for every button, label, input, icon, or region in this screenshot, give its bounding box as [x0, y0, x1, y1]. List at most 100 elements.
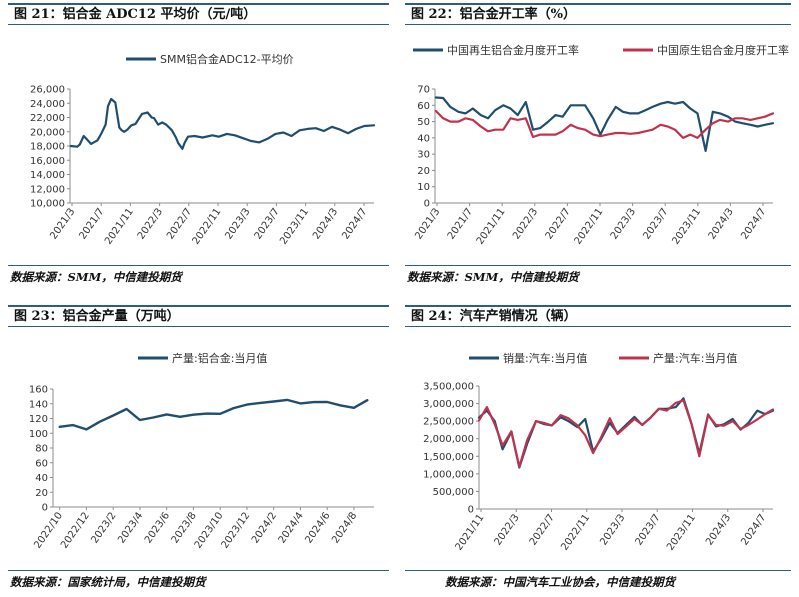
legend-label: 中国再生铝合金月度开工率 [447, 43, 579, 57]
y-tick-label: 60 [35, 458, 48, 469]
x-tick-label: 2023/11 [665, 512, 698, 552]
legend-label: 产量:汽车:当月值 [653, 351, 737, 365]
panel-header: 图 22：铝合金开工率（%） [405, 3, 791, 25]
x-tick-label: 2022/7 [544, 206, 573, 241]
y-tick-label: 80 [35, 444, 48, 455]
x-tick-label: 2024/7 [739, 512, 768, 547]
operating-rate-chart: 0 10 20 30 40 50 60 70 2021/3 2021/7 2021/11 2022/3… [413, 43, 789, 247]
chart-title: 图 22：铝合金开工率（%） [411, 7, 576, 22]
x-tick-label: 2024/8 [330, 510, 359, 545]
y-tick-label: 16,000 [30, 156, 65, 167]
x-tick-label: 2023/3 [223, 206, 252, 241]
panel-footer: 数据来源：中国汽车工业协会，中信建投期货 [405, 570, 791, 592]
panel-header: 图 21：铝合金 ADC12 平均价（元/吨） [8, 3, 389, 25]
legend-label: SMM铝合金ADC12-平均价 [160, 52, 294, 66]
y-tick-label: 20 [417, 166, 430, 177]
x-tick-label: 2023/7 [634, 512, 663, 547]
auto-production-sales-chart: 0 500,000 1,000,000 1,500,000 2,000,000 2,500… [423, 351, 775, 553]
chart-title: 图 24：汽车产销情况（辆） [411, 309, 577, 324]
x-tick-label: 2023/6 [143, 510, 172, 545]
series-line-2 [434, 109, 775, 140]
y-tick-label: 40 [417, 133, 430, 144]
x-tick-label: 2023/2 [89, 510, 118, 545]
y-tick-label: 1,500,000 [423, 452, 474, 463]
y-tick-label: 2,000,000 [423, 434, 474, 445]
x-tick-label: 2021/7 [77, 206, 106, 241]
panel-operating-rate: 图 22：铝合金开工率（%） 0 10 20 30 40 50 60 70 2021/3 2021… [405, 3, 791, 289]
x-tick-label: 2022/11 [191, 206, 224, 246]
y-tick-label: 50 [417, 117, 430, 128]
legend-label: 销量:汽车:当月值 [503, 351, 587, 365]
panel-header: 图 24：汽车产销情况（辆） [405, 305, 791, 327]
y-tick-label: 120 [29, 414, 48, 425]
legend-label: 中国原生铝合金月度开工率 [657, 43, 789, 57]
legend-label: 产量:铝合金:当月值 [172, 351, 267, 365]
chart-title: 图 21：铝合金 ADC12 平均价（元/吨） [14, 7, 257, 22]
x-tick-label: 2023/3 [609, 206, 638, 241]
y-tick-label: 18,000 [30, 142, 65, 153]
y-tick-label: 10,000 [30, 199, 65, 210]
y-tick-label: 30 [417, 150, 430, 161]
y-tick-label: 500,000 [433, 487, 474, 498]
y-tick-label: 0 [42, 503, 48, 514]
panel-alloy-output: 图 23：铝合金产量（万吨） 0 20 40 60 80 100 120 140 160 2022… [8, 305, 389, 595]
data-source: 数据来源：中国汽车工业协会，中信建投期货 [445, 575, 675, 589]
series-line-2 [477, 399, 775, 468]
x-tick-label: 2023/11 [278, 206, 311, 246]
data-source: 数据来源：国家统计局，中信建投期货 [10, 575, 206, 589]
y-tick-label: 3,500,000 [423, 382, 474, 393]
panel-adc12-price: 图 21：铝合金 ADC12 平均价（元/吨） 10,000 12,000 14,0… [8, 3, 389, 289]
x-tick-label: 2021/7 [446, 206, 475, 241]
panel-auto-production-sales: 图 24：汽车产销情况（辆） 0 500,000 1,000,000 1,500,00… [405, 305, 791, 595]
panel-header: 图 23：铝合金产量（万吨） [8, 305, 389, 327]
x-tick-label: 2023/4 [116, 510, 145, 545]
y-tick-label: 40 [35, 473, 48, 484]
y-tick-label: 20 [35, 488, 48, 499]
x-tick-label: 2024/3 [707, 206, 736, 241]
y-tick-label: 60 [417, 101, 430, 112]
y-tick-label: 1,000,000 [423, 469, 474, 480]
adc12-price-chart: 10,000 12,000 14,000 16,000 18,000 20,000 22,0… [30, 52, 376, 247]
data-source: 数据来源：SMM，中信建投期货 [10, 270, 182, 284]
chart-title: 图 23：铝合金产量（万吨） [14, 309, 180, 324]
x-tick-label: 2021/3 [413, 206, 442, 241]
x-tick-label: 2022/11 [573, 206, 606, 246]
x-tick-label: 2024/3 [311, 206, 340, 241]
data-source: 数据来源：SMM，中信建投期货 [407, 270, 579, 284]
y-tick-label: 0 [424, 199, 430, 210]
x-tick-label: 2021/3 [48, 206, 77, 241]
y-tick-label: 70 [417, 85, 430, 96]
y-tick-label: 10 [417, 182, 430, 193]
y-tick-label: 0 [468, 505, 474, 516]
x-tick-label: 2024/6 [303, 510, 332, 545]
x-tick-label: 2023/7 [253, 206, 282, 241]
x-tick-label: 2024/3 [704, 512, 733, 547]
series-line-1 [69, 97, 376, 150]
x-tick-label: 2021/11 [475, 206, 508, 246]
x-tick-label: 2024/4 [277, 510, 306, 545]
x-tick-label: 2022/3 [136, 206, 165, 241]
y-tick-label: 3,000,000 [423, 399, 474, 410]
alloy-output-chart: 0204060801001201401602022/102022/122023/… [29, 351, 374, 551]
y-tick-label: 20,000 [30, 127, 65, 138]
y-tick-label: 140 [29, 399, 48, 410]
x-tick-label: 2023/7 [641, 206, 670, 241]
series-line-1 [434, 96, 775, 153]
x-tick-label: 2021/11 [454, 512, 487, 552]
y-tick-label: 12,000 [30, 184, 65, 195]
x-tick-label: 2024/7 [739, 206, 768, 241]
panel-footer: 数据来源：SMM，中信建投期货 [405, 265, 791, 287]
x-tick-label: 2022/3 [493, 512, 522, 547]
x-tick-label: 2023/11 [670, 206, 703, 246]
series-line-1 [58, 398, 369, 431]
x-tick-label: 2024/7 [340, 206, 369, 241]
y-tick-label: 26,000 [30, 85, 65, 96]
y-tick-label: 100 [29, 429, 48, 440]
x-tick-label: 2022/11 [559, 512, 592, 552]
y-tick-label: 22,000 [30, 113, 65, 124]
panel-footer: 数据来源：SMM，中信建投期货 [8, 265, 389, 287]
panel-footer: 数据来源：国家统计局，中信建投期货 [8, 570, 389, 592]
y-tick-label: 160 [29, 385, 48, 396]
y-tick-label: 24,000 [30, 99, 65, 110]
x-tick-label: 2022/7 [528, 512, 557, 547]
